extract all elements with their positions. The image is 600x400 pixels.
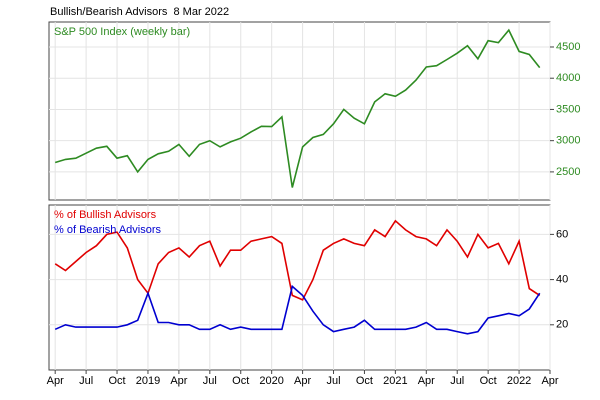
x-tick-label: 2021: [383, 375, 407, 387]
y-tick-label: 2500: [556, 166, 580, 178]
x-tick-label: Apr: [418, 375, 435, 387]
x-tick-label: Jul: [203, 375, 217, 387]
x-tick-label: Jul: [326, 375, 340, 387]
x-tick-label: Apr: [170, 375, 187, 387]
panel: [48, 204, 551, 371]
x-tick-label: Oct: [108, 375, 125, 387]
x-tick-label: Apr: [294, 375, 311, 387]
series-line: [54, 219, 541, 301]
x-tick-label: Jul: [450, 375, 464, 387]
x-tick-label: Jul: [79, 375, 93, 387]
y-tick-label: 3000: [556, 135, 580, 147]
y-tick-label: 4000: [556, 72, 580, 84]
panel: [48, 21, 551, 201]
series-line: [54, 284, 541, 335]
x-tick-label: 2022: [507, 375, 531, 387]
x-tick-label: Oct: [232, 375, 249, 387]
y-tick-label: 60: [556, 228, 568, 240]
x-tick-label: 2020: [259, 375, 283, 387]
legend-label: % of Bearish Advisors: [54, 224, 161, 236]
x-tick-label: Oct: [356, 375, 373, 387]
y-tick-label: 4500: [556, 41, 580, 53]
y-tick-label: 3500: [556, 103, 580, 115]
legend-label: % of Bullish Advisors: [54, 209, 157, 221]
y-tick-label: 20: [556, 319, 568, 331]
x-tick-label: Apr: [47, 375, 64, 387]
chart-title: Bullish/Bearish Advisors 8 Mar 2022: [50, 6, 229, 18]
legend-label: S&P 500 Index (weekly bar): [54, 26, 190, 38]
x-tick-label: 2019: [136, 375, 160, 387]
series-line: [54, 28, 541, 188]
y-tick-label: 40: [556, 273, 568, 285]
x-tick-label: Oct: [480, 375, 497, 387]
x-tick-label: Apr: [541, 375, 558, 387]
